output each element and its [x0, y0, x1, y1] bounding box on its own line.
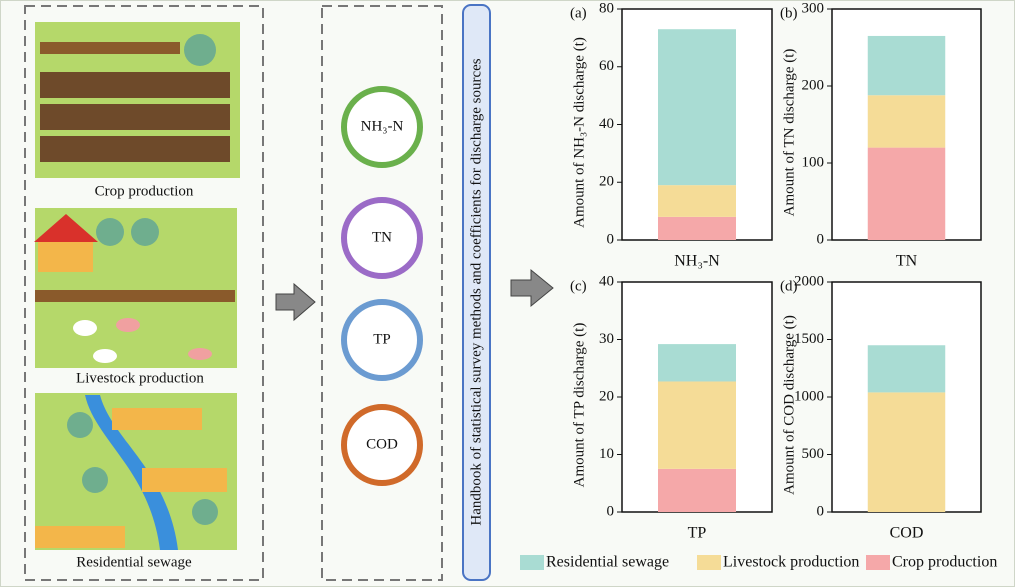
crop-row — [40, 72, 230, 98]
bar-segment — [658, 468, 736, 512]
crop-illustration — [35, 22, 240, 178]
handbook-box — [462, 4, 491, 581]
bar-segment — [658, 381, 736, 469]
pollutant-ring — [341, 197, 423, 279]
arrow — [275, 282, 316, 322]
handbook-label: Handbook of statistical survey methods a… — [468, 58, 484, 525]
x-tick-label: TN — [896, 253, 918, 270]
bar-segment — [658, 216, 736, 240]
tree — [96, 218, 124, 246]
source-box — [24, 5, 264, 581]
pig — [116, 318, 140, 332]
house — [142, 468, 227, 492]
y-tick-label: 0 — [607, 231, 615, 247]
pollutant-label: TP — [373, 331, 391, 347]
y-tick-label: 100 — [802, 154, 825, 170]
roof — [34, 214, 98, 242]
y-axis-title: Amount of TP discharge (t) — [571, 323, 587, 488]
bar-segment — [867, 35, 946, 96]
source-label: Residential sewage — [76, 554, 192, 570]
y-tick-label: 0 — [817, 503, 825, 519]
y-tick-label: 20 — [599, 174, 614, 190]
tree — [131, 218, 159, 246]
livestock-illustration — [34, 208, 237, 368]
panel-label: (c) — [570, 278, 587, 294]
y-tick-label: 2000 — [794, 273, 824, 289]
bar-segment — [867, 147, 946, 240]
source-label: Livestock production — [76, 370, 204, 386]
bar-segment — [867, 392, 946, 512]
bar-segment — [867, 95, 946, 148]
y-tick-label: 80 — [599, 0, 614, 16]
legend-label: Crop production — [892, 554, 997, 571]
fence — [40, 42, 180, 54]
y-tick-label: 20 — [599, 388, 614, 404]
bar-segment — [658, 344, 736, 382]
y-tick-label: 40 — [599, 273, 614, 289]
pollutant-label: NH₃-N — [361, 118, 404, 134]
river — [85, 395, 178, 550]
y-tick-label: 1000 — [794, 388, 824, 404]
bar-segment — [658, 185, 736, 217]
y-tick-label: 30 — [599, 331, 614, 347]
y-tick-label: 40 — [599, 116, 614, 132]
bar-segment — [658, 29, 736, 186]
panel-label: (b) — [780, 5, 798, 21]
x-tick-label: NH₃-N — [674, 253, 720, 270]
y-axis-title: Amount of NH₃-N discharge (t) — [571, 37, 587, 228]
house — [35, 526, 125, 548]
tree — [82, 467, 108, 493]
y-axis-title: Amount of COD discharge (t) — [781, 315, 797, 495]
tree — [184, 34, 216, 66]
fence — [35, 290, 235, 302]
y-tick-label: 200 — [802, 77, 825, 93]
bar-segment — [867, 345, 946, 393]
y-axis-title: Amount of TN discharge (t) — [781, 49, 797, 217]
pollutant-ring — [341, 404, 423, 486]
pig — [188, 348, 212, 360]
x-tick-label: COD — [890, 525, 924, 542]
residential-illustration — [35, 393, 237, 550]
house — [112, 408, 202, 430]
source-label: Crop production — [95, 183, 194, 199]
pollutant-label: TN — [372, 229, 392, 245]
pollutant-label: COD — [366, 436, 398, 452]
crop-row — [40, 104, 230, 130]
cow — [93, 349, 117, 363]
pollutant-box — [321, 5, 443, 581]
y-tick-label: 500 — [802, 446, 825, 462]
tree — [192, 499, 218, 525]
y-tick-label: 300 — [802, 0, 825, 16]
crop-row — [40, 136, 230, 162]
barn — [38, 240, 93, 272]
y-tick-label: 10 — [599, 446, 614, 462]
arrow — [510, 268, 554, 308]
panel-label: (a) — [570, 5, 587, 21]
legend-swatch — [520, 555, 544, 570]
pollutant-ring — [341, 299, 423, 381]
legend-label: Livestock production — [723, 554, 859, 571]
tree — [67, 412, 93, 438]
legend-swatch — [697, 555, 721, 570]
pollutant-ring — [341, 86, 423, 168]
legend-swatch — [866, 555, 890, 570]
y-tick-label: 0 — [607, 503, 615, 519]
y-tick-label: 0 — [817, 231, 825, 247]
panel-label: (d) — [780, 278, 798, 294]
cow — [73, 320, 97, 336]
x-tick-label: TP — [688, 525, 707, 542]
legend-label: Residential sewage — [546, 554, 669, 571]
y-tick-label: 1500 — [794, 331, 824, 347]
y-tick-label: 60 — [599, 58, 614, 74]
